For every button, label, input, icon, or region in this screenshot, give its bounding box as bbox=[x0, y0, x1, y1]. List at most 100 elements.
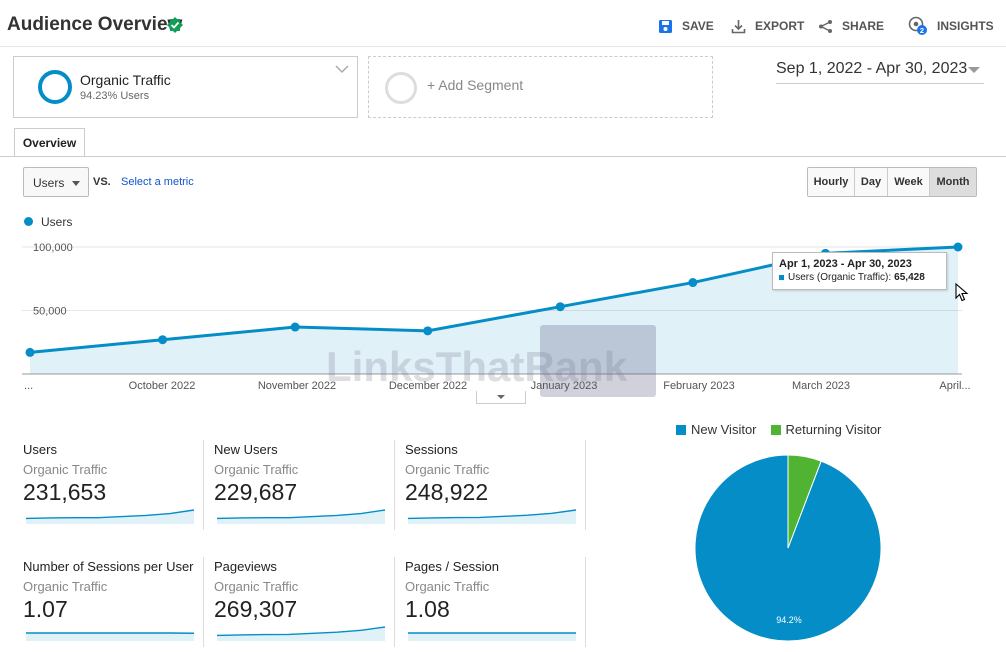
save-button[interactable]: SAVE bbox=[658, 17, 714, 35]
metric-tile[interactable]: Pages / Session Organic Traffic 1.08 bbox=[405, 559, 585, 652]
save-icon bbox=[659, 19, 672, 33]
metric-value: 231,653 bbox=[23, 479, 107, 505]
pie-legend-label: New Visitor bbox=[691, 422, 757, 437]
metric-tile[interactable]: Users Organic Traffic 231,653 bbox=[23, 442, 203, 542]
sparkline-area bbox=[217, 510, 385, 524]
segment-ring-icon bbox=[38, 70, 72, 104]
metric-title: Number of Sessions per User bbox=[23, 559, 194, 574]
header-divider bbox=[0, 46, 1006, 47]
metric-title: Users bbox=[23, 442, 57, 457]
sparkline-area bbox=[408, 633, 576, 641]
metric-segment: Organic Traffic bbox=[214, 462, 299, 477]
share-button[interactable]: SHARE bbox=[818, 17, 884, 35]
date-range-caret-icon[interactable] bbox=[968, 67, 980, 73]
granularity-month-button[interactable]: Month bbox=[930, 168, 976, 196]
y-tick-label: 50,000 bbox=[33, 306, 67, 318]
share-label: SHARE bbox=[842, 19, 885, 33]
metric-segment: Organic Traffic bbox=[405, 462, 490, 477]
users-data-point[interactable] bbox=[423, 326, 433, 336]
add-segment-ring-icon bbox=[385, 72, 417, 104]
add-segment-button[interactable]: + Add Segment bbox=[368, 56, 713, 118]
segment-name: Organic Traffic bbox=[80, 72, 171, 88]
segment-organic-traffic[interactable]: Organic Traffic 94.23% Users bbox=[13, 56, 358, 118]
sparkline-line bbox=[407, 509, 577, 520]
tile-divider bbox=[203, 440, 204, 530]
pie-slice[interactable] bbox=[787, 454, 822, 549]
metric-tile[interactable]: New Users Organic Traffic 229,687 bbox=[214, 442, 394, 542]
users-data-point[interactable] bbox=[25, 347, 35, 357]
granularity-week-button[interactable]: Week bbox=[888, 168, 930, 196]
metric-dropdown[interactable]: Users bbox=[23, 167, 89, 197]
insights-badge: 2 bbox=[920, 26, 924, 35]
x-tick-label: March 2023 bbox=[792, 380, 850, 392]
insights-button[interactable]: 2 INSIGHTS bbox=[908, 16, 994, 35]
pie-legend-new-visitor[interactable]: New Visitor bbox=[676, 422, 757, 437]
metric-sparkline bbox=[216, 509, 386, 524]
metric-segment: Organic Traffic bbox=[23, 579, 108, 594]
report-header: Audience Overview SAVE EXPORT SHARE bbox=[0, 0, 1006, 50]
metric-title: Sessions bbox=[405, 442, 458, 457]
users-data-point[interactable] bbox=[290, 322, 300, 332]
tooltip-label: Users (Organic Traffic): bbox=[788, 272, 892, 283]
watermark-box bbox=[540, 325, 656, 397]
metric-sparkline bbox=[216, 626, 386, 641]
metric-value: 248,922 bbox=[405, 479, 489, 505]
tooltip-line: Users (Organic Traffic): 65,428 bbox=[779, 272, 940, 283]
tooltip-swatch bbox=[779, 275, 784, 280]
date-range-picker[interactable]: Sep 1, 2022 - Apr 30, 2023 bbox=[776, 60, 968, 77]
users-data-point[interactable] bbox=[158, 335, 168, 345]
granularity-hourly-button[interactable]: Hourly bbox=[808, 168, 855, 196]
x-tick-label: November 2022 bbox=[258, 380, 336, 392]
x-tick-label: February 2023 bbox=[663, 380, 735, 392]
users-data-point[interactable] bbox=[555, 302, 565, 312]
chart-tooltip: Apr 1, 2023 - Apr 30, 2023 Users (Organi… bbox=[772, 252, 947, 290]
chart-collapse-handle[interactable] bbox=[476, 391, 526, 404]
pie-legend-swatch bbox=[676, 424, 686, 435]
pie-legend: New Visitor Returning Visitor bbox=[676, 422, 895, 437]
metric-title: Pages / Session bbox=[405, 559, 499, 574]
watermark-text: LinksThatRank bbox=[326, 343, 628, 390]
chart-legend-swatch bbox=[24, 217, 33, 226]
export-label: EXPORT bbox=[755, 19, 805, 33]
metric-value: 1.07 bbox=[23, 596, 68, 622]
users-data-point[interactable] bbox=[688, 278, 698, 288]
export-button[interactable]: EXPORT bbox=[731, 17, 804, 35]
metric-dropdown-caret-icon bbox=[72, 181, 80, 186]
metric-tile[interactable]: Sessions Organic Traffic 248,922 bbox=[405, 442, 585, 542]
sparkline-line bbox=[25, 509, 195, 520]
metric-segment: Organic Traffic bbox=[23, 462, 108, 477]
metric-tile[interactable]: Pageviews Organic Traffic 269,307 bbox=[214, 559, 394, 652]
sparkline-line bbox=[216, 509, 386, 520]
pie-legend-returning-visitor[interactable]: Returning Visitor bbox=[770, 422, 881, 437]
tab-divider bbox=[0, 156, 1006, 157]
sparkline-line bbox=[216, 626, 386, 637]
users-area bbox=[30, 247, 958, 374]
x-tick-label: April... bbox=[939, 380, 970, 392]
save-label: SAVE bbox=[682, 19, 714, 33]
tile-divider bbox=[585, 557, 586, 647]
metric-sparkline bbox=[25, 509, 195, 524]
users-data-point[interactable] bbox=[953, 242, 963, 252]
mouse-cursor-icon bbox=[955, 283, 969, 302]
metric-sparkline bbox=[407, 509, 577, 524]
metric-sparkline bbox=[26, 632, 195, 641]
metric-tile[interactable]: Number of Sessions per User Organic Traff… bbox=[23, 559, 203, 652]
metric-sparkline bbox=[408, 632, 576, 641]
metric-title: Pageviews bbox=[214, 559, 277, 574]
tile-divider bbox=[394, 557, 395, 647]
date-range-underline bbox=[776, 83, 984, 84]
x-tick-label: October 2022 bbox=[129, 380, 196, 392]
users-line-chart: 100,000 50,000... October 2022 November 202… bbox=[22, 242, 971, 392]
metric-segment: Organic Traffic bbox=[214, 579, 299, 594]
metric-title: New Users bbox=[214, 442, 278, 457]
granularity-toggle: Hourly Day Week Month bbox=[807, 167, 977, 197]
tab-overview[interactable]: Overview bbox=[14, 128, 85, 157]
chevron-down-icon[interactable] bbox=[335, 65, 349, 74]
x-tick-label: ... bbox=[24, 380, 33, 392]
vs-label: VS. bbox=[93, 176, 111, 188]
visitor-type-pie-chart: 94.2% bbox=[694, 454, 882, 642]
metric-value: 1.08 bbox=[405, 596, 450, 622]
y-tick-label: 100,000 bbox=[33, 242, 73, 254]
select-metric-link[interactable]: Select a metric bbox=[121, 176, 194, 188]
granularity-day-button[interactable]: Day bbox=[855, 168, 888, 196]
